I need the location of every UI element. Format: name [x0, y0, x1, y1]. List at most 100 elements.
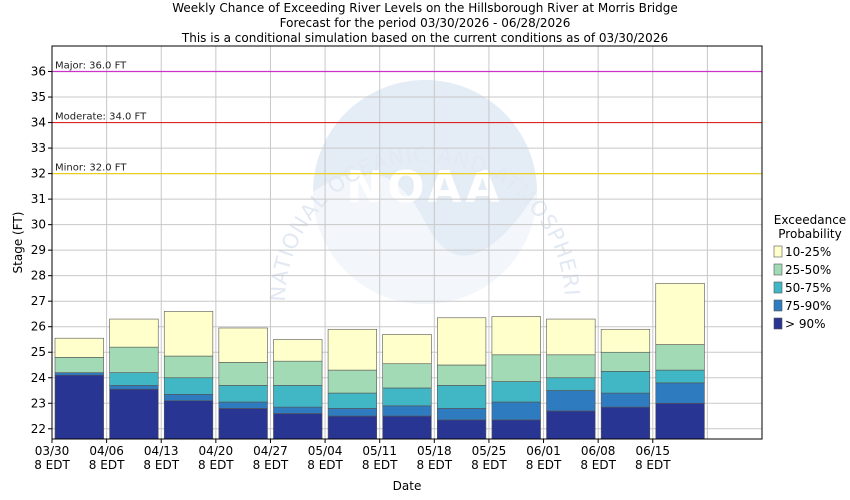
- bar-segment: [273, 360, 323, 386]
- bar-segment: [437, 364, 487, 386]
- bar-segment: [546, 354, 596, 379]
- bar-segment: [163, 311, 214, 357]
- x-tick-label-time: 8 EDT: [417, 458, 453, 472]
- y-tick-label: 31: [31, 192, 46, 206]
- bar-segment: [600, 406, 651, 440]
- y-tick-label: 25: [31, 345, 46, 359]
- x-axis-label: Date: [393, 479, 422, 493]
- bar-segment: [655, 382, 705, 404]
- legend-label: > 90%: [785, 317, 826, 331]
- bar-segment: [437, 385, 487, 409]
- x-tick-label-time: 8 EDT: [526, 458, 562, 472]
- x-tick-label-time: 8 EDT: [307, 458, 343, 472]
- bar-segment: [600, 351, 651, 372]
- y-tick-label: 26: [31, 320, 46, 334]
- legend-label: 10-25%: [785, 245, 831, 259]
- bar-segment: [163, 394, 214, 402]
- x-tick-label-date: 06/08: [581, 444, 616, 458]
- bar-segment: [382, 415, 432, 440]
- x-tick-label-time: 8 EDT: [362, 458, 398, 472]
- x-tick-label-date: 06/01: [526, 444, 561, 458]
- bar-segment: [437, 408, 487, 421]
- y-tick-label: 33: [31, 141, 46, 155]
- x-tick-label-date: 05/11: [362, 444, 397, 458]
- x-tick-label-date: 04/13: [144, 444, 179, 458]
- bar-segment: [109, 372, 159, 386]
- legend-swatch: [773, 299, 783, 312]
- bar-segment: [600, 328, 651, 353]
- x-tick-label-time: 8 EDT: [635, 458, 671, 472]
- bar-segment: [218, 327, 268, 363]
- y-tick-label: 28: [31, 269, 46, 283]
- bar-segment: [273, 406, 323, 414]
- x-tick-label-time: 8 EDT: [580, 458, 616, 472]
- bar-segment: [327, 369, 377, 394]
- legend-swatch: [773, 263, 783, 276]
- bar-segment: [273, 413, 323, 440]
- bar-segment: [109, 385, 159, 390]
- threshold-label: Minor: 32.0 FT: [55, 163, 127, 174]
- bar-segment: [273, 385, 323, 408]
- bar-segment: [655, 369, 705, 384]
- x-tick-label-time: 8 EDT: [253, 458, 289, 472]
- bar-segment: [437, 317, 487, 366]
- legend-label: 75-90%: [785, 299, 831, 313]
- noaa-logo-wave: [313, 172, 537, 304]
- legend-swatch: [773, 317, 783, 330]
- bar-segment: [546, 318, 596, 356]
- bar-segment: [54, 357, 104, 373]
- bar-segment: [218, 385, 268, 403]
- x-tick-label-time: 8 EDT: [143, 458, 179, 472]
- bar-segment: [54, 372, 104, 376]
- bar-segment: [382, 405, 432, 417]
- chart-title-line: Weekly Chance of Exceeding River Levels …: [172, 1, 678, 15]
- y-tick-label: 30: [31, 218, 46, 232]
- bar-segment: [491, 401, 541, 421]
- x-tick-label-date: 06/15: [635, 444, 670, 458]
- bar-segment: [54, 337, 104, 358]
- bar-segment: [109, 346, 159, 373]
- bar-segment: [600, 371, 651, 394]
- bar-segment: [382, 363, 432, 389]
- bar-segment: [109, 388, 159, 440]
- y-tick-label: 27: [31, 294, 46, 308]
- legend-title: Probability: [778, 227, 841, 241]
- bar-segment: [163, 377, 214, 395]
- x-tick-label-date: 05/18: [417, 444, 452, 458]
- bar-segment: [546, 410, 596, 440]
- bar-segment: [491, 316, 541, 356]
- bar-segment: [437, 419, 487, 440]
- x-tick-label-time: 8 EDT: [471, 458, 507, 472]
- legend-swatch: [773, 281, 783, 294]
- x-tick-label-date: 04/27: [253, 444, 288, 458]
- bar-segment: [163, 400, 214, 440]
- bar-segment: [655, 283, 705, 345]
- bar-segment: [546, 377, 596, 391]
- y-tick-label: 29: [31, 243, 46, 257]
- bar-segment: [109, 318, 159, 348]
- x-tick-label-time: 8 EDT: [34, 458, 70, 472]
- bar-segment: [273, 339, 323, 362]
- bar-segment: [327, 392, 377, 409]
- bar-segment: [218, 401, 268, 409]
- x-tick-label-date: 03/30: [35, 444, 70, 458]
- bar-segment: [54, 374, 104, 440]
- y-tick-label: 32: [31, 167, 46, 181]
- y-tick-label: 24: [31, 371, 46, 385]
- y-tick-label: 36: [31, 65, 46, 79]
- legend-title: Exceedance: [774, 213, 846, 227]
- y-tick-label: 23: [31, 396, 46, 410]
- y-tick-label: 35: [31, 90, 46, 104]
- bar-segment: [218, 408, 268, 440]
- chart-title-line: Forecast for the period 03/30/2026 - 06/…: [280, 16, 571, 30]
- x-tick-label-time: 8 EDT: [89, 458, 125, 472]
- bar-segment: [491, 354, 541, 382]
- x-tick-label-date: 04/06: [89, 444, 124, 458]
- bar-segment: [655, 344, 705, 371]
- y-tick-label: 34: [31, 116, 46, 130]
- x-tick-label-time: 8 EDT: [198, 458, 234, 472]
- bar-segment: [655, 402, 705, 440]
- bar-segment: [163, 355, 214, 379]
- x-tick-label-date: 05/25: [472, 444, 507, 458]
